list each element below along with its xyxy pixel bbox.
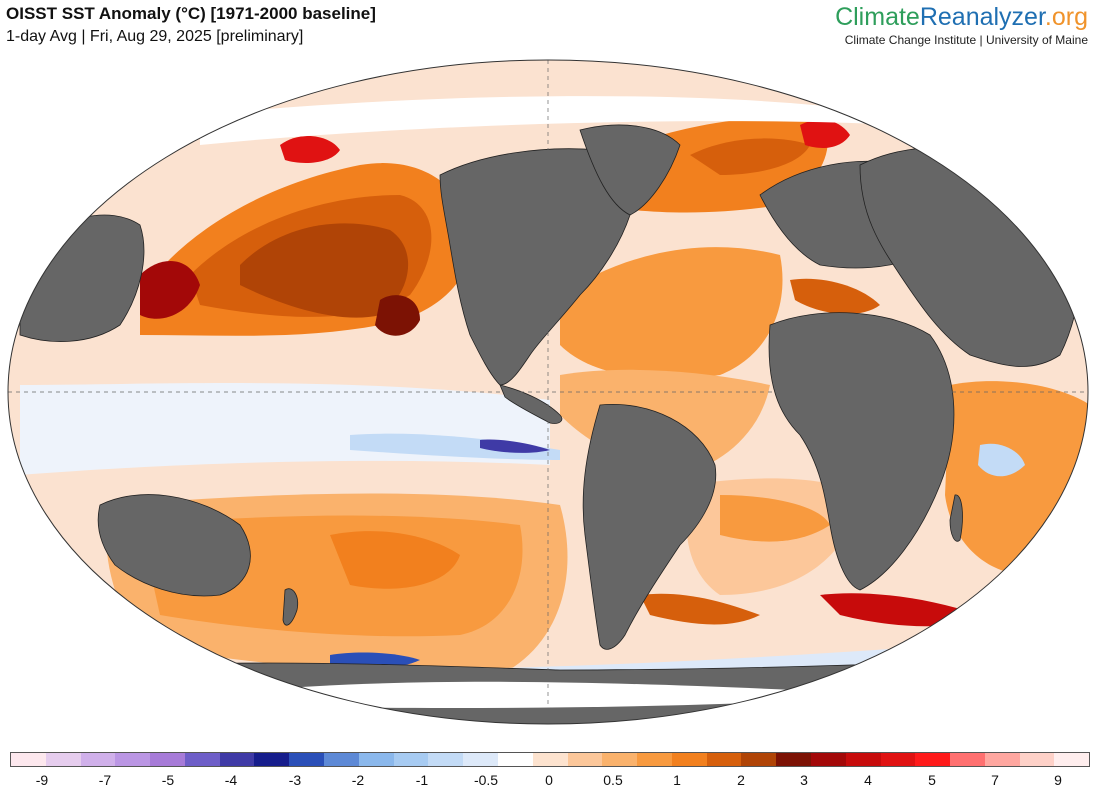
colorbar-segment — [706, 753, 742, 766]
colorbar-segment — [324, 753, 359, 766]
map-title: OISST SST Anomaly (°C) [1971-2000 baseli… — [6, 4, 376, 23]
colorbar-tick-label: -7 — [98, 772, 112, 788]
africa — [768, 312, 955, 591]
colorbar-tick-label: -3 — [288, 772, 302, 788]
colorbar-segment — [880, 753, 916, 766]
colorbar-segment — [567, 753, 603, 766]
colorbar-segment — [80, 753, 116, 766]
colorbar-segment — [915, 753, 951, 766]
madagascar — [949, 494, 963, 542]
colorbar-segment — [532, 753, 568, 766]
colorbar-segment — [115, 753, 151, 766]
colorbar-tick-label: -1 — [415, 772, 429, 788]
colorbar-segment — [184, 753, 220, 766]
colorbar-segment — [289, 753, 325, 766]
new-zealand — [282, 588, 299, 626]
colorbar-tick-labels: -9 -7 -5 -4 -3 -2 -1 -0.5 0 0.5 1 2 3 4 5 7 9 — [10, 772, 1090, 792]
colorbar-tick-label: 2 — [737, 772, 745, 788]
colorbar-segment — [45, 753, 81, 766]
greenland — [579, 124, 681, 216]
colorbar-tick-label: 9 — [1054, 772, 1062, 788]
colorbar-tick-label: 3 — [800, 772, 808, 788]
colorbar-tick-label: 5 — [928, 772, 936, 788]
globe-outline — [7, 59, 1089, 725]
central-america — [499, 384, 563, 424]
colorbar-tick-label: 0.5 — [603, 772, 623, 788]
colorbar-segment — [602, 753, 638, 766]
colorbar-tick-label: 7 — [991, 772, 999, 788]
sst-anomaly-map — [7, 59, 1089, 725]
colorbar-segment — [358, 753, 394, 766]
colorbar-segment — [776, 753, 811, 766]
colorbar-segment — [671, 753, 707, 766]
map-subtitle: 1-day Avg | Fri, Aug 29, 2025 [prelimina… — [6, 28, 304, 45]
colorbar-segment — [254, 753, 290, 766]
colorbar-segment — [463, 753, 498, 766]
colorbar-segment — [150, 753, 185, 766]
colorbar-segment — [741, 753, 777, 766]
colorbar-tick-label: 1 — [673, 772, 681, 788]
colorbar-tick-label: -0.5 — [473, 772, 499, 788]
colorbar-segment — [984, 753, 1020, 766]
colorbar-segment — [1054, 753, 1090, 766]
colorbar-segment — [428, 753, 464, 766]
colorbar-segment — [950, 753, 985, 766]
colorbar-segment — [219, 753, 255, 766]
colorbar-segment — [637, 753, 672, 766]
brand-name: ClimateReanalyzer.org — [835, 3, 1088, 31]
sea-ice — [200, 681, 900, 708]
graticule — [8, 60, 1088, 724]
colorbar-segment — [11, 753, 46, 766]
colorbar-tick-label: -4 — [224, 772, 238, 788]
australia — [97, 494, 251, 597]
colorbar-tick-label: 4 — [864, 772, 872, 788]
south-america — [582, 403, 717, 650]
colorbar-segment — [393, 753, 429, 766]
colorbar-tick-label: 0 — [545, 772, 553, 788]
colorbar-tick-label: -2 — [351, 772, 365, 788]
brand-tagline: Climate Change Institute | University of… — [844, 33, 1088, 47]
colorbar — [10, 752, 1090, 767]
colorbar-segment — [845, 753, 881, 766]
colorbar-tick-label: -9 — [35, 772, 49, 788]
brand-logo[interactable]: ClimateReanalyzer.org Climate Change Ins… — [835, 3, 1088, 47]
colorbar-segment — [810, 753, 846, 766]
colorbar-segment — [497, 753, 533, 766]
colorbar-tick-label: -5 — [161, 772, 175, 788]
colorbar-segment — [1019, 753, 1055, 766]
